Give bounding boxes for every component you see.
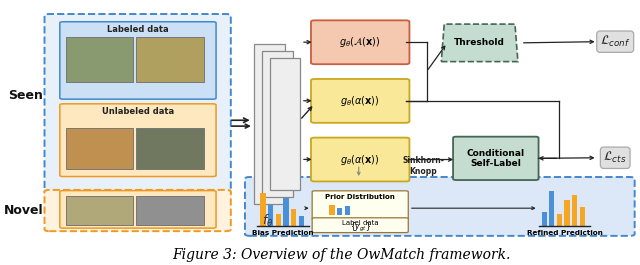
- Text: $g_\theta(\mathcal{A}(\mathbf{x}))$: $g_\theta(\mathcal{A}(\mathbf{x}))$: [339, 35, 381, 49]
- FancyBboxPatch shape: [311, 20, 410, 64]
- Text: Label data: Label data: [342, 220, 378, 226]
- Bar: [291, 209, 296, 226]
- FancyBboxPatch shape: [66, 37, 133, 82]
- FancyBboxPatch shape: [60, 104, 216, 176]
- Bar: [260, 193, 266, 226]
- Text: Labeled data: Labeled data: [107, 25, 169, 34]
- Text: $\{y_{gt}\}$: $\{y_{gt}\}$: [349, 220, 371, 234]
- Text: Refined Prediction: Refined Prediction: [527, 230, 602, 236]
- FancyBboxPatch shape: [312, 191, 408, 220]
- FancyBboxPatch shape: [311, 79, 410, 123]
- Text: Conditional
Self-Label: Conditional Self-Label: [467, 149, 525, 168]
- Bar: [337, 208, 342, 214]
- FancyBboxPatch shape: [262, 51, 292, 197]
- FancyBboxPatch shape: [245, 177, 635, 236]
- Text: Prior Distribution: Prior Distribution: [325, 194, 395, 200]
- Bar: [284, 198, 289, 226]
- Text: Unlabeled data: Unlabeled data: [102, 107, 174, 116]
- Polygon shape: [441, 24, 518, 62]
- Bar: [580, 207, 585, 226]
- Bar: [541, 212, 547, 226]
- Text: $g_\theta(\alpha(\mathbf{x}))$: $g_\theta(\alpha(\mathbf{x}))$: [340, 153, 380, 166]
- Bar: [557, 214, 562, 226]
- FancyBboxPatch shape: [136, 37, 204, 82]
- Text: Threshold: Threshold: [454, 38, 505, 47]
- Bar: [564, 200, 570, 226]
- Text: $g_\theta(\alpha(\mathbf{x}))$: $g_\theta(\alpha(\mathbf{x}))$: [340, 94, 380, 108]
- FancyBboxPatch shape: [269, 58, 300, 190]
- FancyBboxPatch shape: [60, 191, 216, 228]
- Text: Figure 3: Overview of the OwMatch framework.: Figure 3: Overview of the OwMatch framew…: [172, 248, 510, 262]
- Bar: [268, 205, 273, 226]
- FancyBboxPatch shape: [311, 138, 410, 182]
- FancyBboxPatch shape: [136, 196, 204, 225]
- Text: Bias Prediction: Bias Prediction: [252, 230, 314, 236]
- FancyBboxPatch shape: [136, 128, 204, 169]
- Bar: [276, 214, 281, 226]
- Bar: [299, 217, 304, 226]
- FancyBboxPatch shape: [45, 190, 231, 231]
- Text: Seen: Seen: [8, 89, 44, 101]
- FancyBboxPatch shape: [60, 22, 216, 99]
- Text: Sinkhorn-
Knopp: Sinkhorn- Knopp: [403, 156, 445, 176]
- Text: $\mathcal{L}_{conf}$: $\mathcal{L}_{conf}$: [600, 34, 630, 49]
- FancyBboxPatch shape: [312, 218, 408, 233]
- FancyBboxPatch shape: [66, 196, 133, 225]
- FancyBboxPatch shape: [45, 14, 231, 194]
- Text: $\mathcal{L}_{cts}$: $\mathcal{L}_{cts}$: [604, 150, 627, 165]
- Text: $f_\theta$: $f_\theta$: [262, 213, 273, 229]
- FancyBboxPatch shape: [254, 43, 285, 204]
- Bar: [329, 205, 335, 214]
- Bar: [572, 195, 577, 226]
- Bar: [549, 191, 554, 226]
- Bar: [344, 206, 350, 214]
- FancyBboxPatch shape: [66, 128, 133, 169]
- FancyBboxPatch shape: [453, 137, 538, 180]
- Text: Novel: Novel: [4, 204, 44, 217]
